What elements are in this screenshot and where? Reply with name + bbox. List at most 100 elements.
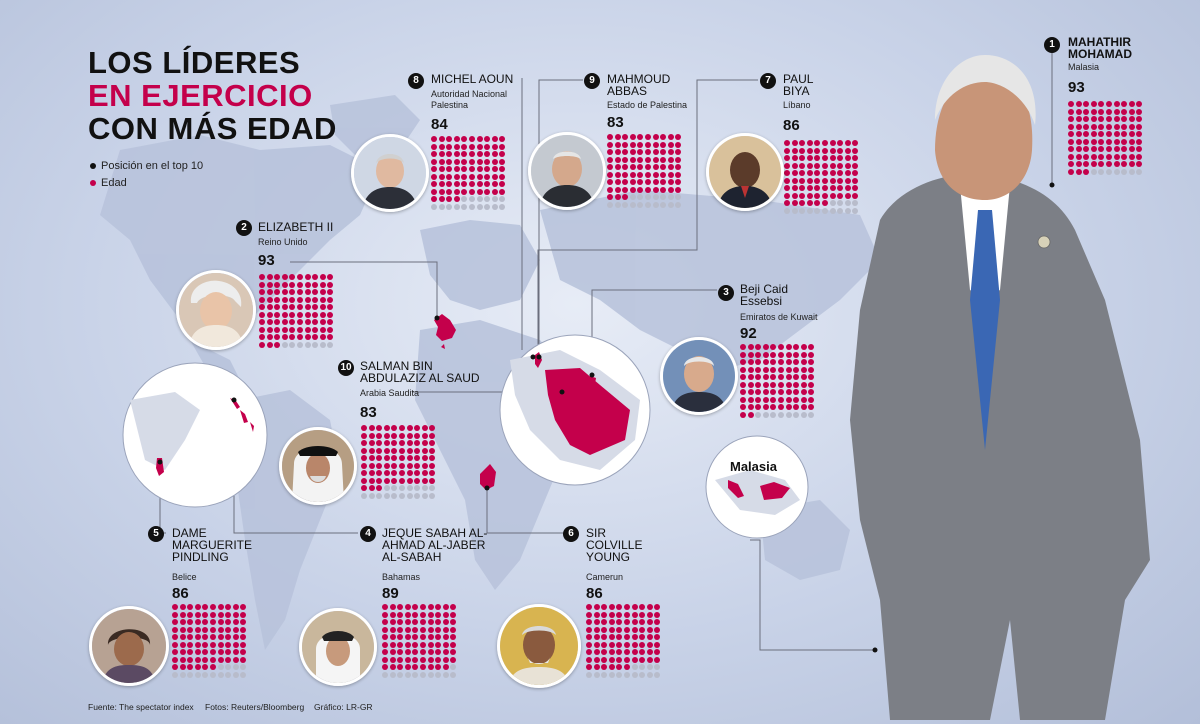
age-dot xyxy=(274,319,281,325)
empty-dot xyxy=(450,664,457,670)
age-dot xyxy=(614,164,621,170)
age-dot xyxy=(586,634,592,640)
leader-country: Autoridad Nacional Palestina xyxy=(431,89,508,110)
age-dot xyxy=(376,440,383,446)
age-dot xyxy=(429,462,436,469)
age-dot xyxy=(814,192,821,199)
age-dot xyxy=(368,470,375,476)
age-dot xyxy=(476,136,483,142)
age-dot xyxy=(476,188,483,195)
map-label-malasia: Malasia xyxy=(730,459,777,474)
age-dot xyxy=(172,664,178,670)
age-dot xyxy=(1128,161,1135,167)
age-dot xyxy=(232,604,239,610)
age-dot xyxy=(821,155,828,161)
age-dot xyxy=(319,304,326,310)
empty-dot xyxy=(217,664,224,670)
age-dot xyxy=(629,179,636,185)
age-dot xyxy=(450,619,457,625)
empty-dot xyxy=(607,201,613,208)
empty-dot xyxy=(623,671,630,678)
age-dot xyxy=(266,289,273,295)
age-dot xyxy=(259,304,265,310)
age-dot xyxy=(829,192,836,199)
age-dot xyxy=(660,171,667,178)
age-dot xyxy=(740,344,746,350)
age-dot xyxy=(654,649,661,655)
age-dot xyxy=(791,170,798,176)
age-dot xyxy=(1128,108,1135,115)
age-dot xyxy=(1075,138,1082,145)
age-dot xyxy=(616,634,623,640)
age-dot xyxy=(608,649,615,655)
age-dot xyxy=(637,186,644,193)
age-dot xyxy=(806,185,813,191)
empty-dot xyxy=(281,341,288,348)
age-dot xyxy=(608,626,615,633)
age-dot xyxy=(644,164,651,170)
age-dot xyxy=(476,158,483,165)
age-dot xyxy=(799,177,806,184)
age-dot xyxy=(1090,138,1097,145)
age-dot xyxy=(499,173,506,180)
age-dot xyxy=(491,166,498,172)
age-dot xyxy=(1068,108,1074,115)
age-dot xyxy=(491,151,498,157)
age-dot xyxy=(608,656,615,663)
age-dot xyxy=(1113,153,1120,160)
empty-dot xyxy=(368,492,375,499)
age-dot xyxy=(740,404,746,410)
age-dot-grid xyxy=(382,604,457,678)
age-dot xyxy=(450,634,457,640)
age-dot xyxy=(312,274,319,280)
leader-country: Arabia Saudita xyxy=(360,388,420,398)
age-dot xyxy=(187,611,194,618)
age-dot xyxy=(304,319,311,325)
age-dot xyxy=(829,170,836,176)
empty-dot xyxy=(179,671,186,678)
age-dot xyxy=(172,656,178,663)
age-dot xyxy=(593,664,600,670)
age-dot xyxy=(675,171,682,178)
empty-dot xyxy=(652,201,659,208)
age-dot xyxy=(791,140,798,146)
age-dot xyxy=(361,440,367,446)
empty-dot xyxy=(225,671,232,678)
leader-name: SIR COLVILLE YOUNG xyxy=(586,526,643,564)
age-dot xyxy=(607,171,613,178)
age-dot xyxy=(172,634,178,640)
age-dot xyxy=(499,166,506,172)
age-dot xyxy=(667,179,674,185)
age-dot xyxy=(274,311,281,318)
age-dot xyxy=(266,281,273,288)
age-dot xyxy=(438,181,445,187)
footer-source: Fuente: The spectator index xyxy=(88,702,194,712)
age-dot xyxy=(740,396,746,403)
age-dot xyxy=(837,140,844,146)
age-dot xyxy=(1090,131,1097,137)
age-dot xyxy=(1128,138,1135,145)
empty-dot xyxy=(639,664,646,670)
age-dot xyxy=(376,462,383,469)
age-dot xyxy=(398,455,405,461)
age-dot xyxy=(1075,161,1082,167)
age-dot xyxy=(274,281,281,288)
age-dot xyxy=(616,611,623,618)
age-dot xyxy=(785,366,792,373)
age-dot xyxy=(637,164,644,170)
age-dot xyxy=(814,170,821,176)
age-dot xyxy=(412,634,419,640)
age-dot xyxy=(821,147,828,154)
age-dot xyxy=(586,611,592,618)
age-dot xyxy=(368,477,375,484)
age-dot xyxy=(406,477,413,484)
title-line-3: CON MÁS EDAD xyxy=(88,111,337,146)
age-dot xyxy=(1068,161,1074,167)
empty-dot xyxy=(397,671,404,678)
age-dot xyxy=(637,149,644,155)
rank-badge: 6 xyxy=(563,526,579,542)
age-dot xyxy=(1090,101,1097,107)
age-dot xyxy=(806,162,813,169)
age-dot xyxy=(1136,123,1143,130)
